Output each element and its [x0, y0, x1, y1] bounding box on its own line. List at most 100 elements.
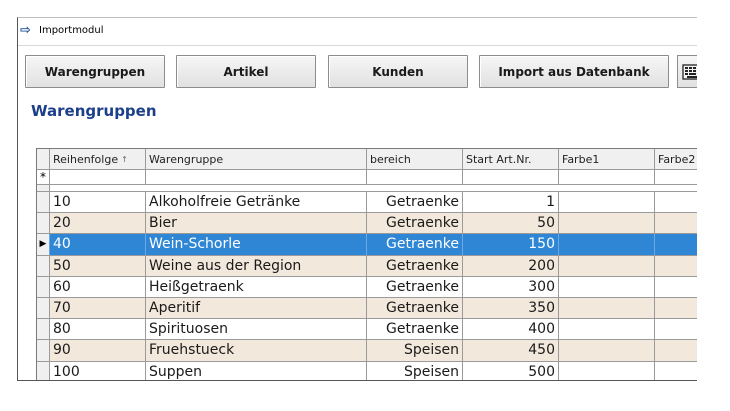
new-row-cell[interactable]: [50, 170, 146, 185]
row-selector[interactable]: [37, 213, 50, 235]
cell-bereich[interactable]: Speisen: [367, 361, 463, 380]
cell-bereich[interactable]: Getraenke: [367, 234, 463, 256]
row-selector[interactable]: [37, 276, 50, 298]
section-title: Warengruppen: [31, 102, 157, 120]
cell-start-art-nr[interactable]: 500: [463, 361, 559, 380]
row-selector[interactable]: [37, 361, 50, 380]
import-aus-datenbank-button[interactable]: Import aus Datenbank: [479, 55, 669, 88]
column-header-farbe2[interactable]: Farbe2: [655, 149, 697, 170]
current-row-indicator-icon: ▶: [39, 239, 47, 250]
warengruppen-button[interactable]: Warengruppen: [25, 55, 165, 88]
cell-bereich[interactable]: Getraenke: [367, 319, 463, 341]
cell-warengruppe[interactable]: Wein-Schorle: [146, 234, 367, 256]
row-selector[interactable]: [37, 319, 50, 341]
cell-farbe2[interactable]: [655, 319, 697, 341]
table-row[interactable]: 90 Fruehstueck Speisen 450: [37, 340, 697, 362]
cell-start-art-nr[interactable]: 450: [463, 340, 559, 362]
cell-warengruppe[interactable]: Fruehstueck: [146, 340, 367, 362]
kunden-button[interactable]: Kunden: [328, 55, 468, 88]
new-row-cell[interactable]: [367, 170, 463, 185]
row-selector[interactable]: [37, 298, 50, 320]
cell-farbe1[interactable]: [559, 255, 655, 277]
cell-bereich[interactable]: Speisen: [367, 340, 463, 362]
row-selector[interactable]: [37, 255, 50, 277]
new-row[interactable]: *: [37, 170, 697, 185]
table-row[interactable]: 20 Bier Getraenke 50: [37, 213, 697, 235]
table-row[interactable]: 80 Spirituosen Getraenke 400: [37, 319, 697, 341]
cell-start-art-nr[interactable]: 150: [463, 234, 559, 256]
cell-bereich[interactable]: Getraenke: [367, 298, 463, 320]
cell-farbe2[interactable]: [655, 340, 697, 362]
cell-farbe1[interactable]: [559, 340, 655, 362]
cell-farbe2[interactable]: [655, 276, 697, 298]
cell-reihenfolge[interactable]: 70: [50, 298, 146, 320]
cell-farbe1[interactable]: [559, 234, 655, 256]
new-row-marker: *: [37, 170, 50, 185]
table-row[interactable]: 10 Alkoholfreie Getränke Getraenke 1: [37, 192, 697, 214]
cell-farbe1[interactable]: [559, 319, 655, 341]
cell-start-art-nr[interactable]: 50: [463, 213, 559, 235]
cell-reihenfolge[interactable]: 80: [50, 319, 146, 341]
cell-bereich[interactable]: Getraenke: [367, 276, 463, 298]
table-row[interactable]: 50 Weine aus der Region Getraenke 200: [37, 255, 697, 277]
cell-bereich[interactable]: Getraenke: [367, 192, 463, 214]
column-header-reihenfolge[interactable]: Reihenfolge ↑: [50, 149, 146, 170]
cell-reihenfolge[interactable]: 60: [50, 276, 146, 298]
row-selector[interactable]: ▶: [37, 234, 50, 256]
table-row[interactable]: 70 Aperitif Getraenke 350: [37, 298, 697, 320]
cell-warengruppe[interactable]: Suppen: [146, 361, 367, 380]
cell-farbe2[interactable]: [655, 213, 697, 235]
cell-farbe1[interactable]: [559, 361, 655, 380]
cell-reihenfolge[interactable]: 20: [50, 213, 146, 235]
artikel-button[interactable]: Artikel: [176, 55, 316, 88]
sort-ascending-icon: ↑: [121, 154, 128, 164]
new-row-cell[interactable]: [146, 170, 367, 185]
new-row-cell[interactable]: [463, 170, 559, 185]
column-header-bereich[interactable]: bereich: [367, 149, 463, 170]
keyboard-button[interactable]: [677, 55, 697, 88]
new-row-cell[interactable]: [655, 170, 697, 185]
cell-warengruppe[interactable]: Spirituosen: [146, 319, 367, 341]
cell-bereich[interactable]: Getraenke: [367, 255, 463, 277]
column-header-warengruppe[interactable]: Warengruppe: [146, 149, 367, 170]
cell-reihenfolge[interactable]: 50: [50, 255, 146, 277]
cell-farbe1[interactable]: [559, 276, 655, 298]
arrow-right-icon: ⇨: [20, 23, 31, 38]
column-header-farbe1[interactable]: Farbe1: [559, 149, 655, 170]
column-header-start-art-nr[interactable]: Start Art.Nr.: [463, 149, 559, 170]
gap-fill: [50, 185, 697, 192]
cell-warengruppe[interactable]: Bier: [146, 213, 367, 235]
cell-reihenfolge[interactable]: 100: [50, 361, 146, 380]
new-row-cell[interactable]: [559, 170, 655, 185]
row-selector[interactable]: [37, 192, 50, 214]
cell-start-art-nr[interactable]: 350: [463, 298, 559, 320]
grid-header-row: Reihenfolge ↑ Warengruppe bereich Start …: [37, 149, 697, 170]
cell-start-art-nr[interactable]: 400: [463, 319, 559, 341]
cell-reihenfolge[interactable]: 40: [50, 234, 146, 256]
gap-selector: [37, 185, 50, 192]
cell-farbe2[interactable]: [655, 298, 697, 320]
cell-farbe2[interactable]: [655, 361, 697, 380]
cell-warengruppe[interactable]: Alkoholfreie Getränke: [146, 192, 367, 214]
table-row[interactable]: ▶ 40 Wein-Schorle Getraenke 150: [37, 234, 697, 256]
cell-farbe1[interactable]: [559, 213, 655, 235]
cell-reihenfolge[interactable]: 90: [50, 340, 146, 362]
cell-start-art-nr[interactable]: 300: [463, 276, 559, 298]
cell-bereich[interactable]: Getraenke: [367, 213, 463, 235]
cell-farbe2[interactable]: [655, 255, 697, 277]
cell-farbe1[interactable]: [559, 298, 655, 320]
cell-warengruppe[interactable]: Weine aus der Region: [146, 255, 367, 277]
cell-farbe2[interactable]: [655, 234, 697, 256]
table-row[interactable]: 60 Heißgetraenk Getraenke 300: [37, 276, 697, 298]
cell-warengruppe[interactable]: Heißgetraenk: [146, 276, 367, 298]
row-selector[interactable]: [37, 340, 50, 362]
cell-farbe1[interactable]: [559, 192, 655, 214]
cell-start-art-nr[interactable]: 200: [463, 255, 559, 277]
cell-warengruppe[interactable]: Aperitif: [146, 298, 367, 320]
table-row[interactable]: 100 Suppen Speisen 500: [37, 361, 697, 380]
cell-reihenfolge[interactable]: 10: [50, 192, 146, 214]
cell-start-art-nr[interactable]: 1: [463, 192, 559, 214]
column-header-label: Reihenfolge: [53, 152, 119, 166]
cell-farbe2[interactable]: [655, 192, 697, 214]
import-window: ⇨ Importmodul Warengruppen Artikel Kunde…: [17, 17, 697, 381]
